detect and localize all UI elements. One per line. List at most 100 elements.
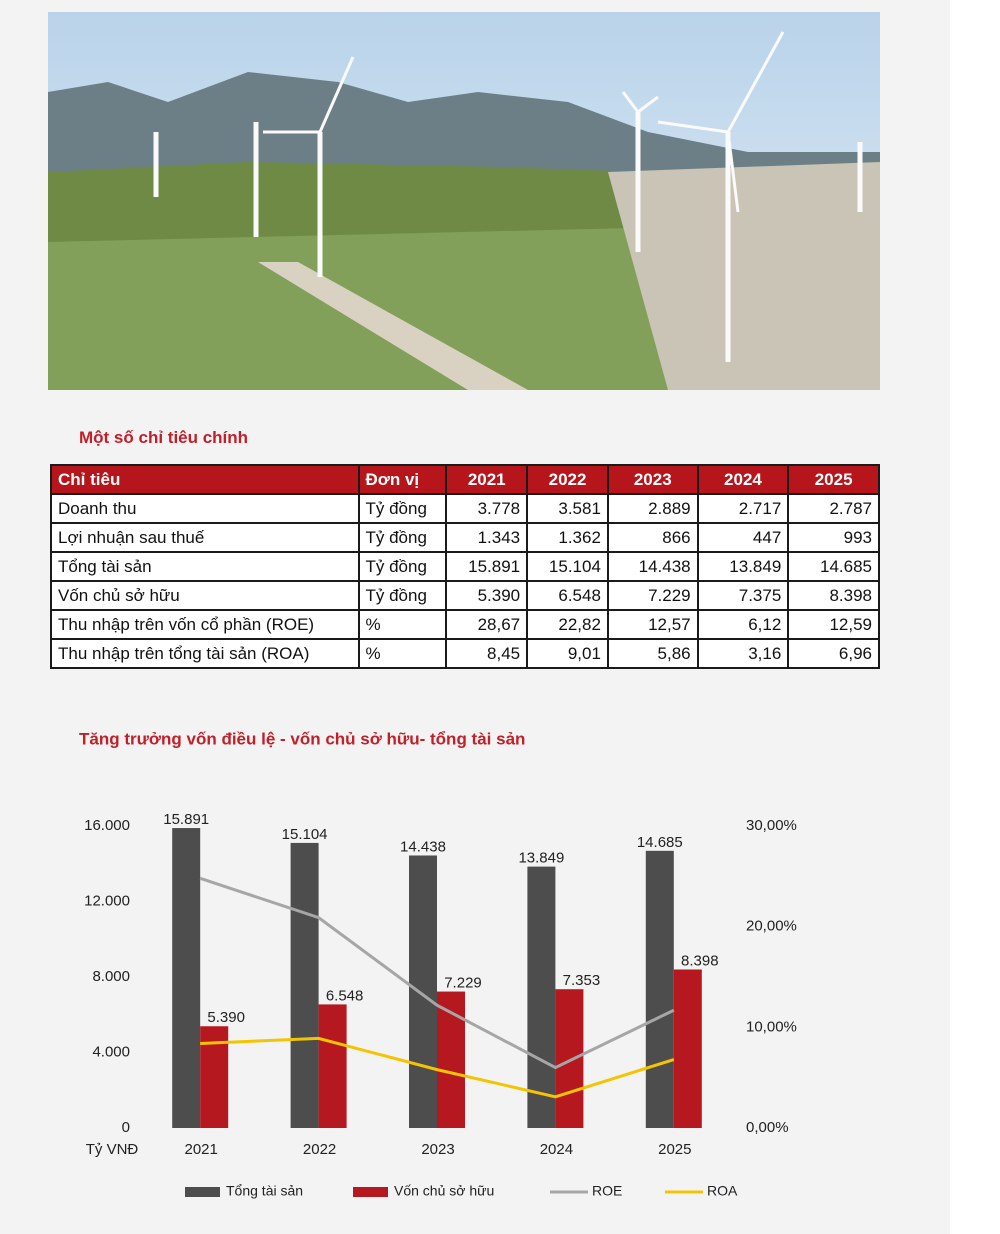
table-cell: Thu nhập trên tổng tài sản (ROA) (50, 638, 360, 669)
y2-tick-label: 30,00% (746, 817, 797, 834)
table-cell: Vốn chủ sở hữu (50, 580, 360, 611)
table-row: Vốn chủ sở hữu Tỷ đồng 5.390 6.548 7.229 7.37… (50, 580, 880, 611)
page: Một số chỉ tiêu chính Chỉ tiêu Đơn vị 2021… (0, 0, 950, 1234)
bar (527, 866, 556, 1128)
data-label: 13.849 (518, 850, 564, 867)
table-cell: 5,86 (606, 638, 699, 669)
header-cell: 2021 (445, 464, 529, 495)
y-tick-label: 12.000 (84, 892, 130, 909)
chart: Tăng trưởng vốn điều lệ - vốn chủ sở hữu… (79, 729, 797, 1199)
table-cell: 13.849 (696, 551, 790, 582)
table-cell: Tổng tài sản (50, 551, 360, 582)
table-cell: Lợi nhuận sau thuế (50, 522, 360, 553)
table-row: Thu nhập trên tổng tài sản (ROA)% 8,45 9,0… (50, 638, 880, 669)
table-cell: 9,01 (526, 638, 609, 669)
table-cell: 3.581 (526, 493, 609, 524)
y-tick-label: 8.000 (92, 968, 130, 985)
legend-label: Vốn chủ sở hữu (394, 1183, 494, 1199)
table-cell: 12,59 (787, 609, 880, 640)
x-tick-label: 2023 (421, 1141, 454, 1158)
header-cell: Đơn vị (357, 464, 448, 495)
bar (673, 969, 702, 1128)
bar (437, 991, 465, 1128)
table-cell: 3,16 (696, 638, 790, 669)
bar (645, 850, 674, 1128)
table-cell: 15.891 (445, 551, 529, 582)
data-label: 15.104 (282, 826, 328, 843)
table-cell: Tỷ đồng (357, 493, 448, 524)
y-tick-label: 4.000 (92, 1043, 130, 1060)
table-cell: 2.889 (606, 493, 699, 524)
bar (555, 989, 584, 1128)
header-cell: 2024 (696, 464, 790, 495)
bar (409, 855, 437, 1128)
x-tick-label: 2024 (540, 1141, 573, 1158)
table-row: Lợi nhuận sau thuế Tỷ đồng 1.343 1.362 866 44… (50, 522, 880, 553)
x-tick-label: 2021 (185, 1141, 218, 1158)
data-label: 15.891 (163, 811, 209, 828)
table-cell: 28,67 (445, 609, 529, 640)
table-cell: 6.548 (526, 580, 609, 611)
table-cell: 22,82 (526, 609, 609, 640)
y-tick-label: 0 (122, 1119, 130, 1136)
y2-tick-label: 10,00% (746, 1018, 797, 1035)
table-cell: 6,96 (787, 638, 880, 669)
bar (290, 842, 319, 1128)
table-cell: 14.685 (787, 551, 880, 582)
y2-tick-label: 0,00% (746, 1119, 789, 1136)
table-cell: 447 (696, 522, 790, 553)
table-cell: 6,12 (696, 609, 790, 640)
table-cell: 7.229 (606, 580, 699, 611)
y-tick-label: 16.000 (84, 817, 130, 834)
legend-swatch (353, 1187, 388, 1197)
legend-swatch (185, 1187, 220, 1197)
data-label: 7.353 (563, 972, 601, 989)
table-header: Chỉ tiêu Đơn vị 2021 2022 2023 2024 2025 (50, 464, 880, 495)
table-cell: 14.438 (606, 551, 699, 582)
header-cell: Chỉ tiêu (50, 464, 360, 495)
bar (172, 828, 201, 1128)
table-cell: 15.104 (526, 551, 609, 582)
data-label: 5.390 (207, 1009, 245, 1026)
table-cell: 2.717 (696, 493, 790, 524)
table-cell: 7.375 (696, 580, 790, 611)
table-cell: 12,57 (606, 609, 699, 640)
table-cell: 1.343 (445, 522, 529, 553)
bar (318, 1004, 347, 1128)
table-cell: 866 (606, 522, 699, 553)
x-tick-label: 2022 (303, 1141, 336, 1158)
data-label: 8.398 (681, 952, 719, 969)
data-label: 14.438 (400, 838, 446, 855)
table-row: Tổng tài sản Tỷ đồng 15.891 15.104 14.438 13.… (50, 551, 880, 582)
table-cell: Tỷ đồng (357, 580, 448, 611)
legend-label: Tổng tài sản (226, 1183, 303, 1199)
table-cell: 8,45 (445, 638, 529, 669)
table-row: Thu nhập trên vốn cổ phần (ROE)% 28,67 22,… (50, 609, 880, 640)
y2-tick-label: 20,00% (746, 918, 797, 935)
x-tick-label: 2025 (658, 1141, 691, 1158)
header-cell: 2022 (526, 464, 609, 495)
table-cell: Tỷ đồng (357, 522, 448, 553)
table-cell: 1.362 (526, 522, 609, 553)
table-cell: 3.778 (445, 493, 529, 524)
line-series (199, 876, 675, 1070)
chart-title: Tăng trưởng vốn điều lệ - vốn chủ sở hữu… (79, 729, 525, 748)
table-row: Doanh thu Tỷ đồng 3.778 3.581 2.889 2.717 2.78… (50, 493, 880, 524)
table-cell: Doanh thu (50, 493, 360, 524)
y-axis-label: Tỷ VNĐ (86, 1141, 139, 1158)
table-cell: 5.390 (445, 580, 529, 611)
data-label: 14.685 (637, 834, 683, 851)
table-cell: % (357, 638, 448, 669)
header-cell: 2025 (787, 464, 880, 495)
table-cell: Thu nhập trên vốn cổ phần (ROE) (50, 609, 360, 640)
table-cell: % (357, 609, 448, 640)
data-label: 6.548 (326, 987, 364, 1004)
header-cell: 2023 (606, 464, 699, 495)
wind-farm-photo (48, 12, 880, 390)
line-series (200, 1036, 675, 1099)
legend-label: ROA (707, 1183, 738, 1199)
table-cell: 8.398 (787, 580, 880, 611)
table-cell: 2.787 (787, 493, 880, 524)
table-title: Một số chỉ tiêu chính (79, 428, 249, 447)
legend-label: ROE (592, 1183, 622, 1199)
